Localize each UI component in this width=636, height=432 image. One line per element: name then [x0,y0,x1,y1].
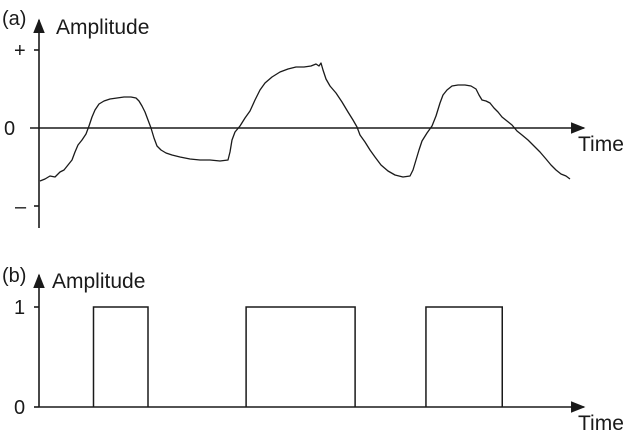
panel-a-tick-zero: 0 [4,118,15,140]
pulse-1 [92,306,149,407]
panel-a-label: (a) [2,8,26,30]
panel-a-tick-plus: + [14,40,26,62]
panel-b-pulses [92,306,503,407]
panel-b-y-axis-label: Amplitude [52,270,145,293]
panel-a: (a) Amplitude + 0 – Time [2,8,624,228]
panel-b-x-axis-label: Time [578,412,624,432]
panel-a-y-axis-label: Amplitude [56,16,149,39]
panel-a-tick-minus: – [15,196,27,218]
pulse-3 [425,306,503,407]
panel-b-label: (b) [2,265,26,287]
panel-b-tick-one: 1 [14,297,25,319]
panel-b: (b) Amplitude 1 0 Time [2,265,624,432]
pulse-2 [245,306,356,407]
panel-a-analog-signal [39,62,571,182]
panel-b-tick-zero: 0 [14,397,25,419]
panel-a-x-axis-label: Time [578,133,624,156]
